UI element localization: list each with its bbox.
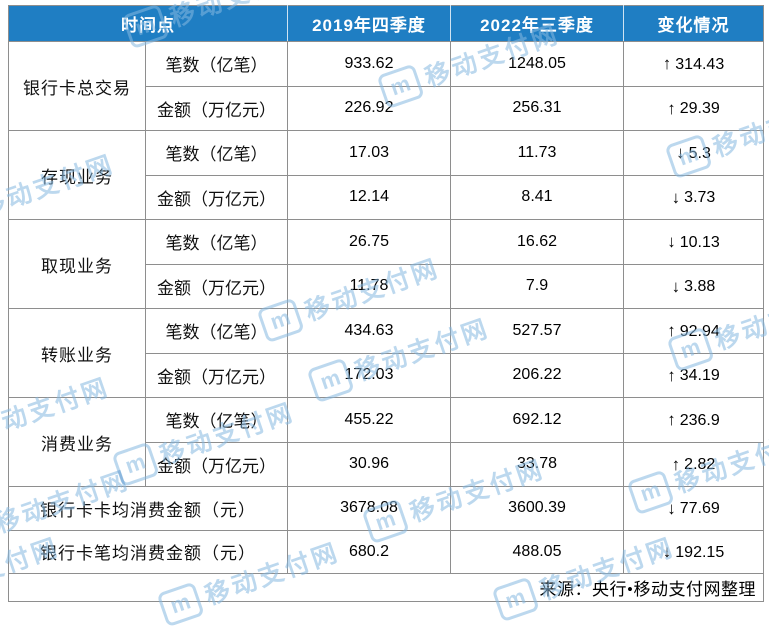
- change-cell: ↓ 10.13: [623, 219, 764, 265]
- change-value: 2.82: [684, 456, 716, 474]
- value-2019-cell: 172.03: [287, 352, 451, 398]
- change-value: 77.69: [679, 500, 720, 518]
- value-2022-cell: 8.41: [450, 174, 624, 220]
- table-row: 金额（万亿元） 30.96 33.78 ↑ 2.82: [9, 441, 764, 487]
- header-2022-q3: 2022年三季度: [450, 5, 624, 42]
- value-2022-cell: 33.78: [450, 441, 624, 487]
- metric-cell: 笔数（亿笔）: [145, 41, 288, 87]
- change-value: 236.9: [679, 411, 720, 429]
- table-row: 银行卡笔均消费金额（元） 680.2 488.05 ↓ 192.15: [8, 529, 764, 574]
- source-text: 来源：央行•移动支付网整理: [8, 573, 764, 602]
- down-arrow-icon: ↓: [667, 498, 676, 518]
- up-arrow-icon: ↑: [667, 321, 676, 341]
- down-arrow-icon: ↓: [676, 143, 685, 163]
- change-value: 3.73: [684, 189, 716, 207]
- change-cell: ↑ 34.19: [623, 352, 764, 398]
- change-value: 5.3: [688, 144, 711, 162]
- table-row: 金额（万亿元） 11.78 7.9 ↓ 3.88: [9, 263, 764, 309]
- category-cell: 消费业务: [8, 397, 146, 487]
- value-2022-cell: 256.31: [450, 85, 624, 131]
- up-arrow-icon: ↑: [662, 54, 672, 74]
- up-arrow-icon: ↑: [667, 410, 676, 430]
- metric-cell: 笔数（亿笔）: [145, 130, 288, 176]
- row-label-cell: 银行卡笔均消费金额（元）: [8, 529, 288, 574]
- value-2022-cell: 7.9: [450, 263, 624, 309]
- table-row: 消费业务 笔数（亿笔） 455.22 692.12 ↑ 236.9: [8, 397, 764, 487]
- value-2019-cell: 455.22: [287, 397, 451, 443]
- down-arrow-icon: ↓: [671, 187, 681, 207]
- value-2019-cell: 434.63: [287, 308, 451, 354]
- header-time-point: 时间点: [8, 5, 288, 42]
- up-arrow-icon: ↑: [671, 454, 681, 474]
- source-row: 来源：央行•移动支付网整理: [8, 573, 764, 602]
- metric-cell: 笔数（亿笔）: [145, 308, 288, 354]
- change-value: 314.43: [675, 55, 725, 73]
- metric-cell: 笔数（亿笔）: [145, 397, 288, 443]
- change-cell: ↑ 2.82: [623, 441, 764, 487]
- category-cell: 转账业务: [8, 308, 146, 398]
- metric-cell: 金额（万亿元）: [145, 263, 288, 309]
- value-2019-cell: 226.92: [287, 85, 451, 131]
- value-2022-cell: 3600.39: [450, 486, 624, 531]
- row-label-cell: 银行卡卡均消费金额（元）: [8, 486, 288, 531]
- table-row: 金额（万亿元） 12.14 8.41 ↓ 3.73: [9, 174, 764, 220]
- bank-card-transactions-table: 时间点 2019年四季度 2022年三季度 变化情况 银行卡总交易 笔数（亿笔）…: [8, 5, 764, 602]
- change-cell: ↑ 29.39: [623, 85, 764, 131]
- header-change: 变化情况: [623, 5, 764, 42]
- table-row: 取现业务 笔数（亿笔） 26.75 16.62 ↓ 10.13: [8, 219, 764, 309]
- metric-cell: 金额（万亿元）: [145, 352, 288, 398]
- change-cell: ↓ 192.15: [623, 529, 764, 574]
- value-2019-cell: 12.14: [287, 174, 451, 220]
- metric-cell: 金额（万亿元）: [145, 441, 288, 487]
- value-2019-cell: 3678.08: [287, 486, 451, 531]
- value-2022-cell: 488.05: [450, 529, 624, 574]
- metric-cell: 金额（万亿元）: [145, 174, 288, 220]
- up-arrow-icon: ↑: [667, 365, 676, 385]
- header-2019-q4: 2019年四季度: [287, 5, 451, 42]
- change-cell: ↑ 314.43: [623, 41, 764, 87]
- down-arrow-icon: ↓: [667, 232, 676, 252]
- table-row: 存现业务 笔数（亿笔） 17.03 11.73 ↓ 5.3: [8, 130, 764, 220]
- table-row: 转账业务 笔数（亿笔） 434.63 527.57 ↑ 92.94: [8, 308, 764, 398]
- value-2019-cell: 26.75: [287, 219, 451, 265]
- change-value: 10.13: [679, 233, 720, 251]
- change-value: 29.39: [679, 100, 720, 118]
- down-arrow-icon: ↓: [662, 542, 672, 562]
- down-arrow-icon: ↓: [671, 276, 681, 296]
- metric-cell: 笔数（亿笔）: [145, 219, 288, 265]
- change-value: 34.19: [679, 367, 720, 385]
- change-value: 92.94: [679, 322, 720, 340]
- value-2019-cell: 17.03: [287, 130, 451, 176]
- up-arrow-icon: ↑: [667, 98, 676, 118]
- table-row: 金额（万亿元） 226.92 256.31 ↑ 29.39: [9, 85, 764, 131]
- change-cell: ↑ 236.9: [623, 397, 764, 443]
- value-2019-cell: 11.78: [287, 263, 451, 309]
- metric-cell: 金额（万亿元）: [145, 85, 288, 131]
- change-cell: ↑ 92.94: [623, 308, 764, 354]
- change-value: 192.15: [675, 543, 725, 561]
- header-row: 时间点 2019年四季度 2022年三季度 变化情况: [8, 5, 764, 42]
- value-2022-cell: 16.62: [450, 219, 624, 265]
- change-value: 3.88: [684, 278, 716, 296]
- value-2019-cell: 30.96: [287, 441, 451, 487]
- value-2022-cell: 692.12: [450, 397, 624, 443]
- change-cell: ↓ 77.69: [623, 486, 764, 531]
- value-2019-cell: 933.62: [287, 41, 451, 87]
- category-cell: 取现业务: [8, 219, 146, 309]
- category-cell: 存现业务: [8, 130, 146, 220]
- value-2019-cell: 680.2: [287, 529, 451, 574]
- value-2022-cell: 527.57: [450, 308, 624, 354]
- table-row: 银行卡卡均消费金额（元） 3678.08 3600.39 ↓ 77.69: [8, 486, 764, 531]
- table-row: 银行卡总交易 笔数（亿笔） 933.62 1248.05 ↑ 314.43: [8, 41, 764, 131]
- value-2022-cell: 11.73: [450, 130, 624, 176]
- value-2022-cell: 1248.05: [450, 41, 624, 87]
- change-cell: ↓ 3.73: [623, 174, 764, 220]
- change-cell: ↓ 3.88: [623, 263, 764, 309]
- change-cell: ↓ 5.3: [623, 130, 764, 176]
- table-row: 金额（万亿元） 172.03 206.22 ↑ 34.19: [9, 352, 764, 398]
- category-cell: 银行卡总交易: [8, 41, 146, 131]
- data-table: 时间点 2019年四季度 2022年三季度 变化情况 银行卡总交易 笔数（亿笔）…: [8, 5, 764, 602]
- value-2022-cell: 206.22: [450, 352, 624, 398]
